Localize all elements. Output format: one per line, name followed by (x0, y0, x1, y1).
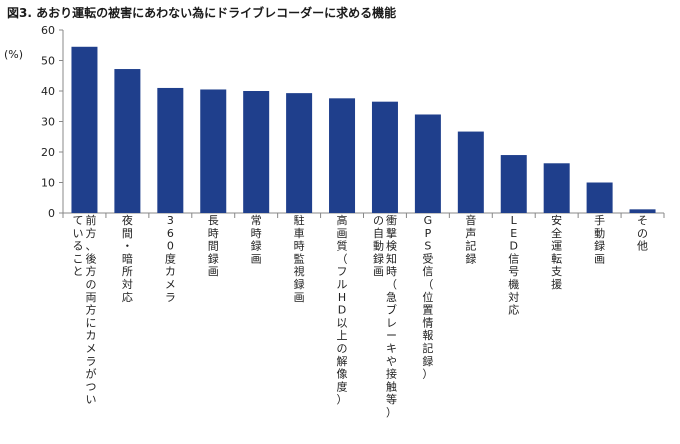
bar (371, 101, 398, 213)
chart-title: 図3. あおり運転の被害にあわない為にドライブレコーダーに求める機能 (7, 6, 397, 20)
x-category-label: 3 6 0 度カメラ (165, 214, 176, 304)
x-category-label: 音声記録 (465, 213, 476, 265)
bar (157, 87, 184, 213)
x-category-label: 安全運転支援 (551, 213, 562, 291)
x-category-label-line: 音声記録 (465, 213, 476, 265)
x-category-label-line: G P S 受信（位置情報記録） (422, 214, 433, 381)
y-tick-label: 0 (48, 207, 55, 220)
x-category-label-line: 夜間・暗所対応 (122, 213, 133, 304)
y-tick-label: 50 (41, 55, 55, 68)
x-category-label: 手動録画 (594, 213, 605, 265)
x-category-label-line: 3 6 0 度カメラ (165, 214, 176, 304)
x-category-label-line: 駐車時監視録画 (294, 213, 305, 304)
bar (71, 46, 98, 214)
y-tick-label: 30 (41, 116, 55, 129)
y-tick-label: 60 (41, 24, 55, 37)
x-category-label: 常時録画 (251, 214, 262, 265)
y-axis-unit-label: (%) (4, 48, 24, 61)
bar (329, 98, 356, 213)
x-category-label-line: の自動録画 (373, 214, 384, 278)
x-category-label-line: 前方、後方の両方にカメラがつい (85, 213, 96, 406)
bar (200, 89, 227, 213)
bar (500, 155, 527, 213)
bar (286, 93, 313, 213)
bar (414, 114, 441, 213)
x-category-label-line: ていること (72, 214, 83, 278)
x-category-label-line: 安全運転支援 (551, 213, 562, 291)
x-category-label: L E D 信号機対応 (508, 214, 519, 317)
x-category-label-line: 常時録画 (251, 214, 262, 265)
x-category-label: 衝撃検知時（急ブレーキや接触等）の自動録画 (373, 213, 397, 419)
bar (243, 91, 270, 213)
x-category-label-line: 手動録画 (594, 213, 605, 265)
x-category-label: G P S 受信（位置情報記録） (422, 214, 433, 381)
y-tick-label: 10 (41, 177, 55, 190)
x-category-label: その他 (637, 214, 648, 253)
x-category-label-line: 高画質（フル H D 以上の解像度） (337, 213, 348, 406)
bar (586, 182, 613, 213)
x-category-label: 夜間・暗所対応 (122, 213, 133, 304)
x-category-label: 駐車時監視録画 (294, 213, 305, 304)
x-category-label-line: 衝撃検知時（急ブレーキや接触等） (386, 213, 397, 419)
x-category-label-line: L E D 信号機対応 (508, 214, 519, 317)
y-tick-label: 20 (41, 146, 55, 159)
y-tick-label: 40 (41, 85, 55, 98)
bar (629, 209, 656, 213)
x-category-label-line: 長時間録画 (208, 214, 219, 278)
x-category-label: 長時間録画 (208, 214, 219, 278)
x-category-label-line: その他 (637, 214, 648, 253)
bar (543, 163, 570, 213)
bar (457, 131, 484, 213)
bar (114, 69, 141, 213)
x-category-label: 高画質（フル H D 以上の解像度） (337, 213, 348, 406)
